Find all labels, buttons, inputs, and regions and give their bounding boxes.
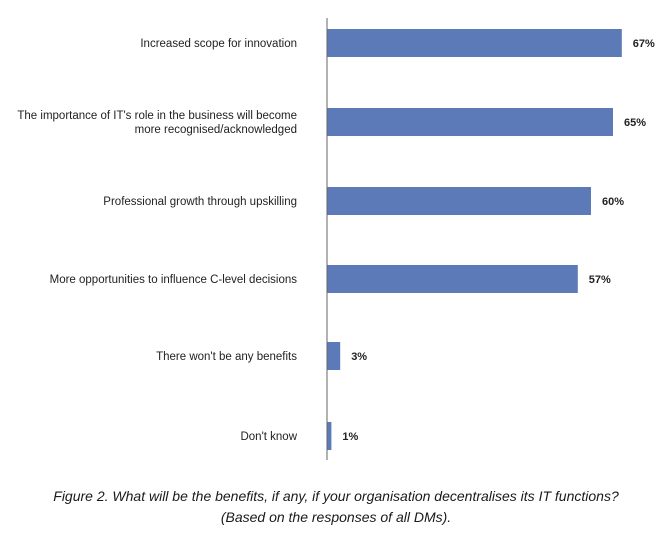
- value-label-5: 3%: [351, 351, 367, 363]
- bar-2: [327, 108, 613, 136]
- category-label-6: Don't know: [240, 431, 297, 443]
- category-label-3: Professional growth through upskilling: [103, 196, 297, 208]
- caption-line-2: (Based on the responses of all DMs).: [220, 509, 452, 525]
- bar-5: [327, 342, 341, 370]
- category-labels-group: Increased scope for innovation The import…: [17, 38, 297, 443]
- bar-6: [327, 422, 332, 450]
- bar-chart: Increased scope for innovation The import…: [17, 18, 655, 460]
- value-label-4: 57%: [589, 274, 611, 286]
- bars-group: [327, 29, 622, 450]
- caption-line-1: Figure 2. What will be the benefits, if …: [53, 488, 619, 504]
- figure-caption: Figure 2. What will be the benefits, if …: [0, 486, 672, 528]
- category-label-2-line-1: The importance of IT's role in the busin…: [17, 110, 297, 122]
- category-label-4: More opportunities to influence C-level …: [50, 274, 298, 286]
- bar-3: [327, 187, 591, 215]
- bar-1: [327, 29, 622, 57]
- value-label-3: 60%: [602, 196, 624, 208]
- category-label-5: There won't be any benefits: [156, 351, 297, 363]
- value-label-2: 65%: [624, 117, 646, 129]
- category-label-2-line-2: more recognised/acknowledged: [135, 124, 297, 136]
- bar-4: [327, 265, 578, 293]
- value-label-6: 1%: [342, 431, 358, 443]
- value-labels-group: 67% 65% 60% 57% 3% 1%: [342, 38, 655, 443]
- value-label-1: 67%: [633, 38, 655, 50]
- category-label-1: Increased scope for innovation: [140, 38, 297, 50]
